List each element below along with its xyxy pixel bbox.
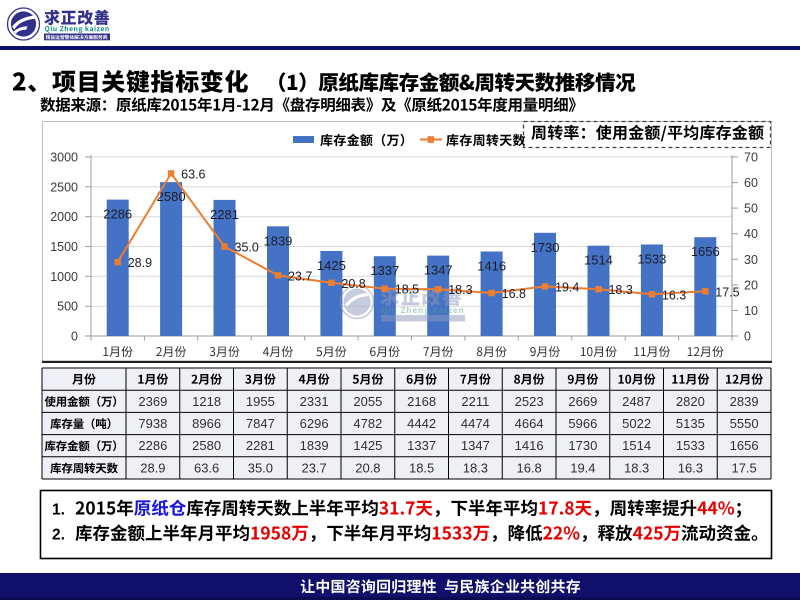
- svg-text:2669: 2669: [568, 394, 597, 409]
- svg-text:5550: 5550: [730, 416, 759, 431]
- svg-text:5022: 5022: [622, 416, 651, 431]
- svg-text:2281: 2281: [210, 207, 239, 222]
- svg-text:30: 30: [744, 253, 758, 267]
- svg-text:60: 60: [744, 176, 758, 190]
- svg-text:1514: 1514: [584, 253, 613, 268]
- svg-text:1347: 1347: [461, 438, 490, 453]
- svg-text:19.4: 19.4: [555, 280, 579, 294]
- svg-text:1514: 1514: [622, 438, 651, 453]
- svg-text:19.4: 19.4: [570, 460, 595, 475]
- svg-text:16.8: 16.8: [516, 460, 541, 475]
- svg-text:1218: 1218: [192, 394, 221, 409]
- svg-text:63.6: 63.6: [194, 460, 219, 475]
- svg-text:2839: 2839: [730, 394, 759, 409]
- svg-text:4782: 4782: [353, 416, 382, 431]
- svg-text:1533: 1533: [676, 438, 705, 453]
- svg-text:2286: 2286: [103, 207, 132, 222]
- svg-text:18.3: 18.3: [624, 460, 649, 475]
- svg-text:4664: 4664: [515, 416, 544, 431]
- svg-text:28.9: 28.9: [128, 256, 152, 270]
- svg-text:500: 500: [57, 300, 78, 314]
- svg-text:18.5: 18.5: [409, 460, 434, 475]
- svg-text:1533: 1533: [637, 252, 666, 267]
- svg-text:5966: 5966: [568, 416, 597, 431]
- svg-text:16.3: 16.3: [662, 288, 686, 302]
- svg-text:1500: 1500: [50, 240, 78, 254]
- svg-text:35.0: 35.0: [248, 460, 273, 475]
- svg-text:2580: 2580: [157, 189, 186, 204]
- svg-text:1337: 1337: [370, 263, 399, 278]
- svg-text:16.3: 16.3: [678, 460, 703, 475]
- svg-text:2000: 2000: [50, 210, 78, 224]
- svg-text:20.8: 20.8: [355, 460, 380, 475]
- svg-text:4442: 4442: [407, 416, 436, 431]
- svg-text:63.6: 63.6: [181, 167, 205, 181]
- svg-text:2487: 2487: [622, 394, 651, 409]
- svg-text:2.: 2.: [52, 527, 65, 544]
- svg-text:6296: 6296: [300, 416, 329, 431]
- svg-text:23.7: 23.7: [288, 269, 312, 283]
- svg-text:1347: 1347: [424, 263, 453, 278]
- svg-text:1425: 1425: [353, 438, 382, 453]
- svg-text:50: 50: [744, 202, 758, 216]
- svg-text:17.5: 17.5: [715, 285, 739, 299]
- svg-text:40: 40: [744, 227, 758, 241]
- svg-text:70: 70: [744, 151, 758, 165]
- svg-text:18.5: 18.5: [395, 283, 419, 297]
- svg-text:2500: 2500: [50, 180, 78, 194]
- svg-text:1425: 1425: [317, 258, 346, 273]
- svg-text:2211: 2211: [461, 394, 489, 409]
- svg-text:5135: 5135: [676, 416, 705, 431]
- svg-text:35.0: 35.0: [235, 241, 259, 255]
- svg-text:0: 0: [71, 330, 78, 344]
- svg-text:1839: 1839: [263, 233, 292, 248]
- svg-text:1656: 1656: [691, 244, 720, 259]
- svg-text:0: 0: [744, 330, 751, 344]
- svg-text:1416: 1416: [477, 259, 506, 274]
- svg-text:7847: 7847: [246, 416, 275, 431]
- svg-text:2580: 2580: [192, 438, 221, 453]
- svg-text:1955: 1955: [246, 394, 275, 409]
- svg-text:2331: 2331: [300, 394, 329, 409]
- svg-text:2168: 2168: [407, 394, 436, 409]
- svg-text:20: 20: [744, 278, 758, 292]
- svg-text:2369: 2369: [138, 394, 167, 409]
- svg-text:2523: 2523: [515, 394, 544, 409]
- svg-text:1656: 1656: [730, 438, 759, 453]
- svg-text:18.3: 18.3: [463, 460, 488, 475]
- svg-text:2281: 2281: [246, 438, 275, 453]
- svg-text:4474: 4474: [461, 416, 490, 431]
- svg-text:1337: 1337: [407, 438, 436, 453]
- svg-text:10: 10: [744, 304, 758, 318]
- svg-text:2820: 2820: [676, 394, 705, 409]
- svg-text:18.3: 18.3: [448, 283, 472, 297]
- svg-text:17.5: 17.5: [731, 460, 756, 475]
- svg-text:2055: 2055: [353, 394, 382, 409]
- svg-text:2286: 2286: [138, 438, 167, 453]
- svg-text:28.9: 28.9: [140, 460, 165, 475]
- svg-text:7938: 7938: [138, 416, 167, 431]
- svg-text:1839: 1839: [300, 438, 329, 453]
- svg-text:1730: 1730: [531, 240, 560, 255]
- svg-text:23.7: 23.7: [301, 460, 326, 475]
- svg-text:1730: 1730: [568, 438, 597, 453]
- svg-text:18.3: 18.3: [608, 283, 632, 297]
- svg-text:3000: 3000: [50, 151, 78, 165]
- svg-text:1.: 1.: [52, 502, 65, 519]
- svg-text:8966: 8966: [192, 416, 221, 431]
- svg-text:16.8: 16.8: [502, 287, 526, 301]
- svg-text:1416: 1416: [515, 438, 544, 453]
- svg-text:1000: 1000: [50, 270, 78, 284]
- svg-text:20.8: 20.8: [341, 277, 365, 291]
